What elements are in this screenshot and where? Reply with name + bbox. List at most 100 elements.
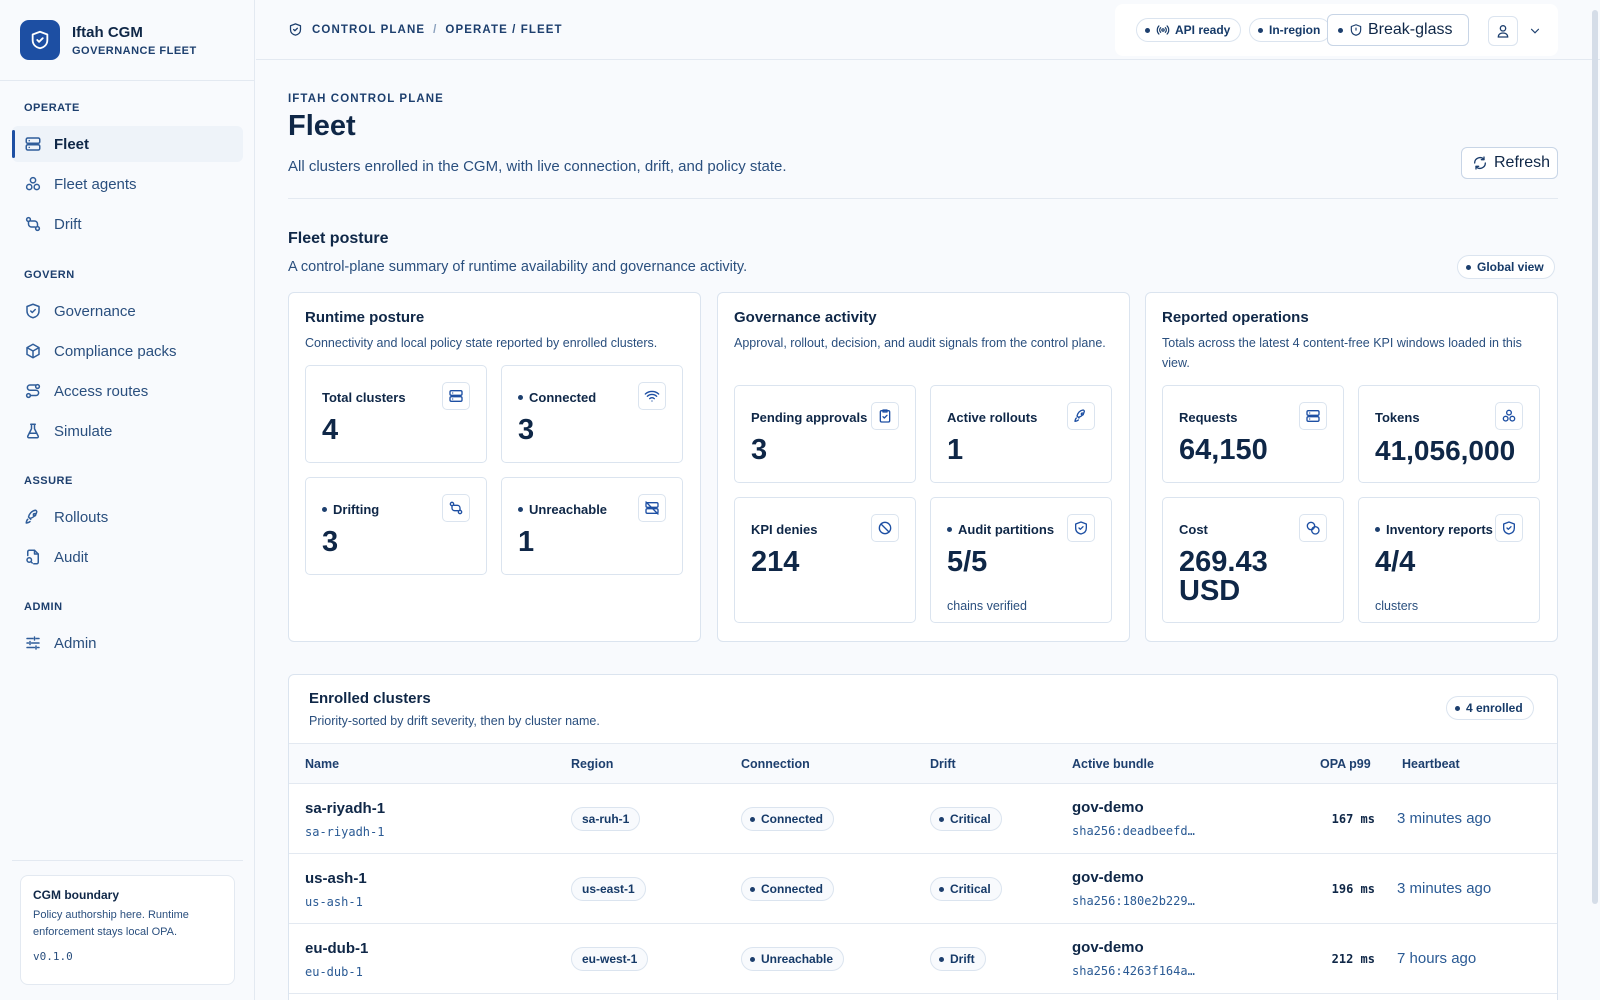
panel-title: Reported operations bbox=[1162, 309, 1309, 326]
nav-item-label: Audit bbox=[54, 548, 89, 566]
drift-chip: Critical bbox=[930, 807, 1002, 831]
column-header-connection[interactable]: Connection bbox=[741, 757, 810, 771]
bundle-name: gov-demo bbox=[1072, 799, 1144, 816]
brand-name: Iftah CGM bbox=[72, 23, 143, 41]
page-eyebrow: IFTAH CONTROL PLANE bbox=[288, 93, 444, 105]
server-icon bbox=[1299, 402, 1327, 430]
nav-item-compliance-packs[interactable]: Compliance packs bbox=[12, 333, 243, 369]
page-description: All clusters enrolled in the CGM, with l… bbox=[288, 158, 787, 175]
column-header-heartbeat[interactable]: Heartbeat bbox=[1402, 757, 1460, 771]
card-value: 4 bbox=[322, 414, 339, 446]
route-icon bbox=[25, 383, 41, 399]
nav-item-governance[interactable]: Governance bbox=[12, 293, 243, 329]
breadcrumb-current: OPERATE / FLEET bbox=[445, 23, 563, 36]
column-header-opa-p99[interactable]: OPA p99 bbox=[1320, 757, 1371, 771]
status-dot bbox=[939, 886, 944, 892]
drift-chip: Drift bbox=[930, 947, 986, 971]
region-label: us-east-1 bbox=[582, 882, 635, 896]
column-header-name[interactable]: Name bbox=[305, 757, 340, 771]
sidebar: Iftah CGM GOVERNANCE FLEET OPERATE Fleet… bbox=[0, 0, 255, 1000]
break-glass-button[interactable]: Break-glass bbox=[1327, 14, 1469, 46]
card-label: KPI denies bbox=[751, 522, 818, 537]
nav-item-label: Access routes bbox=[54, 382, 149, 400]
column-header-active-bundle[interactable]: Active bundle bbox=[1072, 757, 1154, 771]
card-value: 5/5 bbox=[947, 546, 988, 578]
cluster-name[interactable]: us-ash-1 bbox=[305, 870, 367, 887]
nav-item-access-routes[interactable]: Access routes bbox=[12, 373, 243, 409]
panel-description: Connectivity and local policy state repo… bbox=[305, 336, 658, 350]
api-status-badge: API ready bbox=[1136, 18, 1242, 42]
connection-chip: Connected bbox=[741, 807, 835, 831]
page-scrollbar[interactable] bbox=[1592, 10, 1598, 904]
status-dot bbox=[1455, 705, 1460, 711]
region-chip: eu-west-1 bbox=[571, 947, 649, 971]
cost-card: Cost 269.43 USD bbox=[1162, 497, 1344, 623]
status-dot bbox=[1375, 527, 1380, 532]
nav-item-audit[interactable]: Audit bbox=[12, 539, 243, 575]
connection-label: Connected bbox=[761, 812, 824, 826]
boundary-title: CGM boundary bbox=[33, 888, 119, 902]
table-row[interactable]: sa-riyadh-1 sa-riyadh-1 sa-ruh-1 Connect… bbox=[289, 784, 1557, 854]
nav-item-drift[interactable]: Drift bbox=[12, 206, 243, 242]
heartbeat: 7 hours ago bbox=[1397, 950, 1477, 967]
agents-icon bbox=[1495, 402, 1523, 430]
table-row[interactable]: eu-dub-1 eu-dub-1 eu-west-1 Unreachable … bbox=[289, 924, 1557, 994]
nav-item-simulate[interactable]: Simulate bbox=[12, 413, 243, 449]
panel-description: Approval, rollout, decision, and audit s… bbox=[734, 336, 1106, 350]
coins-icon bbox=[1299, 514, 1327, 542]
heartbeat: 3 minutes ago bbox=[1397, 880, 1492, 897]
drift-label: Critical bbox=[950, 812, 991, 826]
brand[interactable]: Iftah CGM GOVERNANCE FLEET bbox=[0, 0, 254, 81]
card-value: 4/4 bbox=[1375, 546, 1416, 578]
cluster-name[interactable]: eu-dub-1 bbox=[305, 940, 369, 957]
nav-item-label: Simulate bbox=[54, 422, 113, 440]
nav-group-assure: ASSURE bbox=[24, 475, 73, 487]
opa-latency: 212 ms bbox=[1331, 952, 1375, 966]
panel-title: Runtime posture bbox=[305, 309, 425, 326]
card-label: Requests bbox=[1179, 410, 1238, 425]
column-header-drift[interactable]: Drift bbox=[930, 757, 956, 771]
break-glass-label: Break-glass bbox=[1368, 21, 1453, 38]
status-dot bbox=[1145, 27, 1150, 33]
wifi-icon bbox=[638, 382, 666, 410]
nav-item-label: Governance bbox=[54, 302, 136, 320]
nav-item-admin[interactable]: Admin bbox=[12, 625, 243, 661]
status-dot bbox=[518, 507, 523, 512]
drift-label: Drift bbox=[950, 952, 975, 966]
brand-logo-icon bbox=[20, 20, 60, 60]
status-dot bbox=[750, 956, 755, 962]
cluster-name[interactable]: sa-riyadh-1 bbox=[305, 800, 386, 817]
server-icon bbox=[442, 382, 470, 410]
region-status-label: In-region bbox=[1269, 23, 1321, 37]
rocket-icon bbox=[1067, 402, 1095, 430]
nav-item-fleet-agents[interactable]: Fleet agents bbox=[12, 166, 243, 202]
chevron-down-icon[interactable] bbox=[1528, 24, 1542, 38]
unreachable-card: Unreachable 1 bbox=[501, 477, 683, 575]
card-label: Drifting bbox=[333, 502, 380, 517]
reported-operations-panel: Reported operations Totals across the la… bbox=[1145, 292, 1558, 642]
region-status-badge: In-region bbox=[1249, 18, 1332, 42]
posture-title: Fleet posture bbox=[288, 230, 389, 247]
server-off-icon bbox=[638, 494, 666, 522]
card-label: Total clusters bbox=[322, 390, 406, 405]
user-menu-button[interactable] bbox=[1488, 16, 1518, 46]
column-header-region[interactable]: Region bbox=[571, 757, 614, 771]
opa-latency: 196 ms bbox=[1331, 882, 1375, 896]
connection-label: Unreachable bbox=[761, 952, 834, 966]
nav-group-admin: ADMIN bbox=[24, 601, 63, 613]
nav-group-operate: OPERATE bbox=[24, 102, 80, 114]
boundary-text: Policy authorship here. Runtime enforcem… bbox=[33, 909, 189, 938]
breadcrumb-root[interactable]: CONTROL PLANE bbox=[312, 23, 426, 36]
connection-chip: Unreachable bbox=[741, 947, 845, 971]
refresh-button[interactable]: Refresh bbox=[1461, 147, 1558, 179]
drift-icon bbox=[25, 216, 41, 232]
nav-item-fleet[interactable]: Fleet bbox=[12, 126, 243, 162]
status-dot bbox=[518, 395, 523, 400]
shield-check-icon bbox=[1067, 514, 1095, 542]
divider bbox=[288, 198, 1558, 199]
card-value: 41,056,000 bbox=[1375, 435, 1516, 466]
nav-item-rollouts[interactable]: Rollouts bbox=[12, 499, 243, 535]
table-row[interactable]: us-ash-1 us-ash-1 us-east-1 Connected Cr… bbox=[289, 854, 1557, 924]
topbar: CONTROL PLANE / OPERATE / FLEET API read… bbox=[256, 0, 1600, 60]
file-audit-icon bbox=[26, 549, 39, 565]
